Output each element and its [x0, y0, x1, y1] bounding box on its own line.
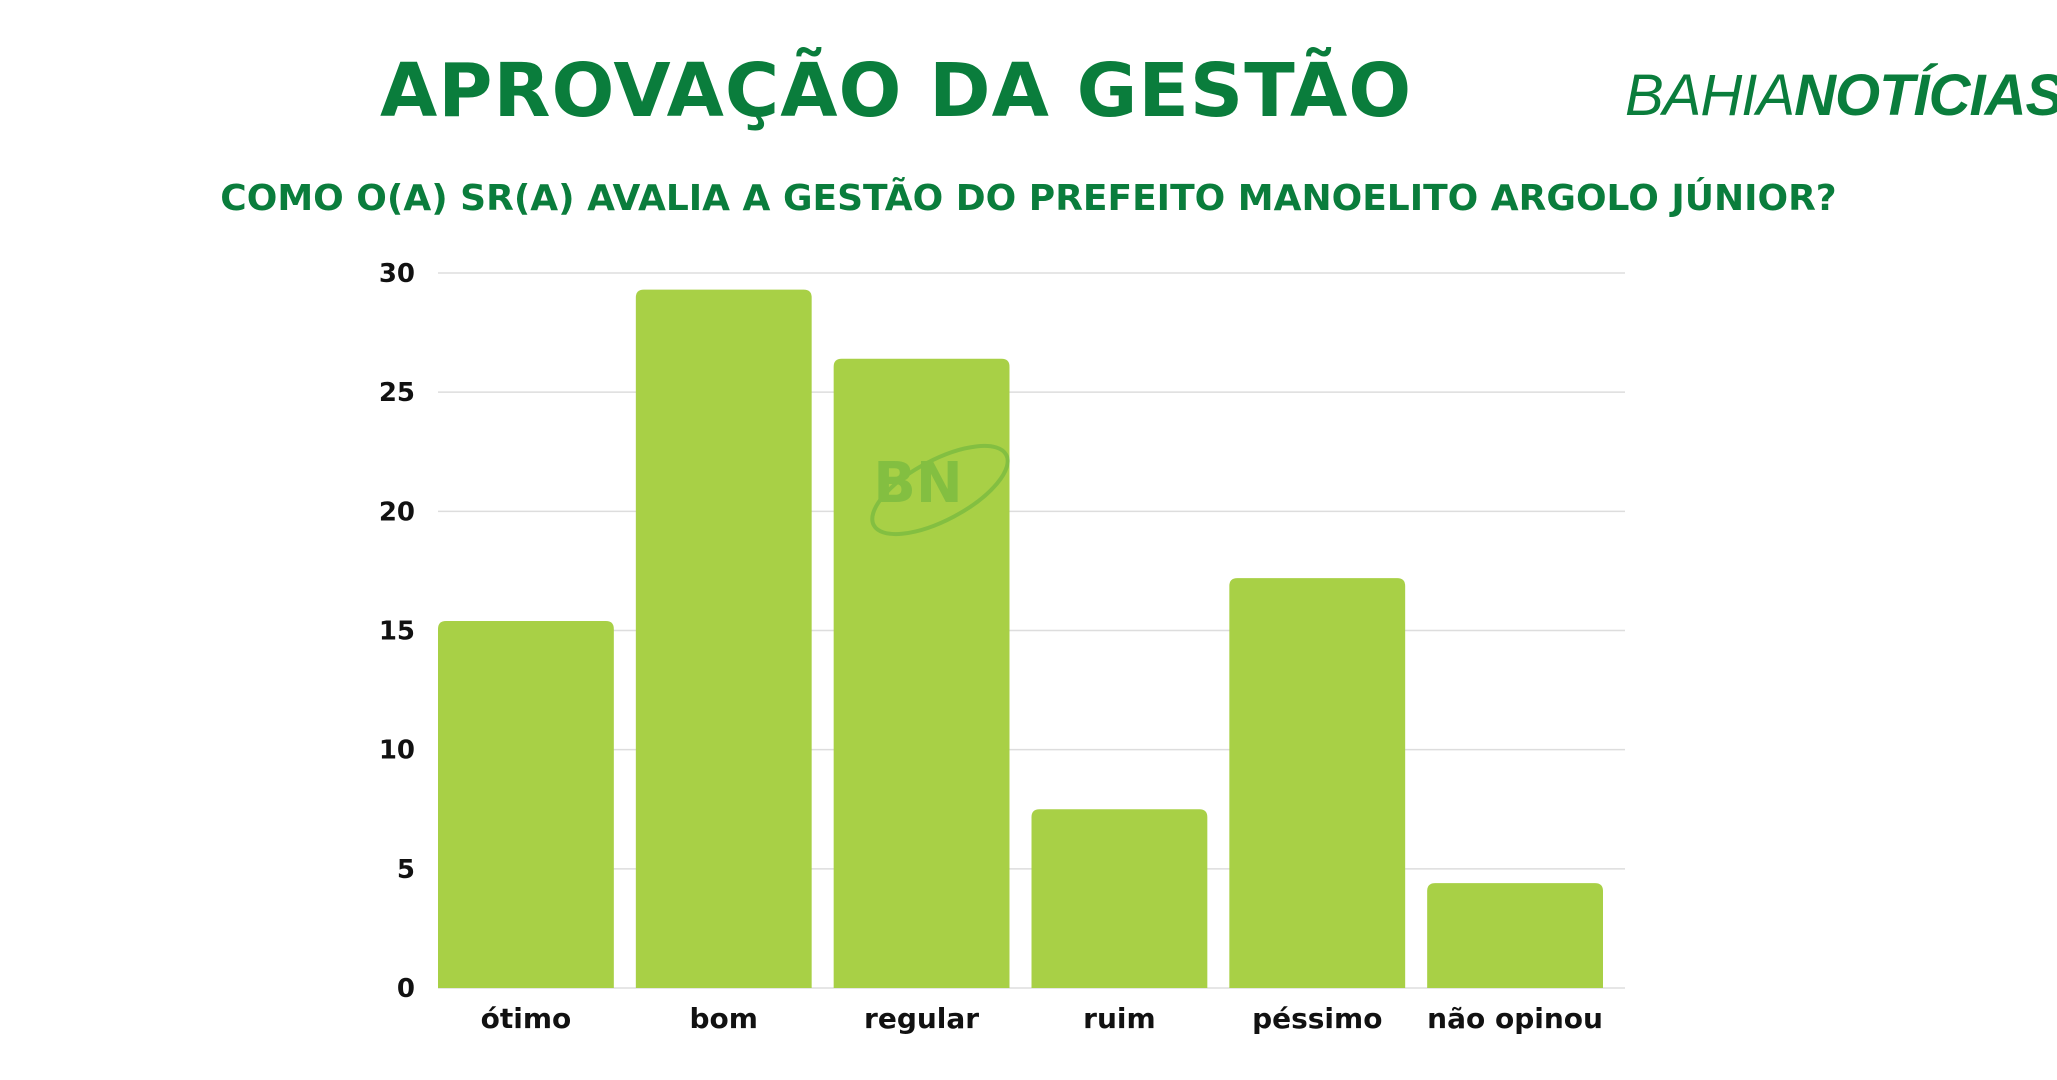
y-tick-label: 15 [379, 617, 415, 647]
bars [438, 289, 1603, 988]
chart-subtitle: COMO O(A) SR(A) AVALIA A GESTÃO DO PREFE… [220, 178, 1837, 219]
bn-watermark-logo: BN [870, 443, 1010, 537]
bn-watermark-swoosh [870, 443, 1010, 537]
y-tick-label: 5 [397, 855, 415, 885]
x-category-label: regular [864, 1002, 979, 1035]
x-axis-labels: ótimo bom regular ruim péssimo não opinou [481, 1002, 1603, 1035]
x-category-label: péssimo [1252, 1002, 1382, 1035]
x-category-label: não opinou [1427, 1002, 1603, 1035]
bar-2 [833, 358, 1010, 988]
bar-0 [438, 620, 614, 988]
y-tick-label: 20 [379, 497, 415, 527]
y-tick-label: 25 [379, 378, 415, 408]
x-category-label: ótimo [481, 1002, 572, 1035]
y-tick-label: 0 [397, 974, 415, 1004]
bar-4 [1229, 578, 1406, 988]
y-tick-label: 30 [379, 259, 415, 289]
brand-logo-light: BAHIA [1625, 63, 1795, 128]
brand-logo-bold: NOTÍCIAS [1794, 63, 2057, 128]
bar-5 [1427, 883, 1603, 988]
y-tick-label: 10 [379, 736, 415, 766]
bn-watermark-text: BN [873, 451, 963, 516]
brand-logo: BAHIANOTÍCIAS [1625, 62, 2057, 129]
bar-3 [1031, 809, 1208, 988]
x-category-label: bom [690, 1002, 758, 1035]
bar-1 [635, 289, 812, 988]
chart-title: APROVAÇÃO DA GESTÃO [380, 48, 1413, 134]
y-axis-ticks: 0 5 10 15 20 25 30 [379, 259, 415, 1004]
x-category-label: ruim [1083, 1002, 1156, 1035]
